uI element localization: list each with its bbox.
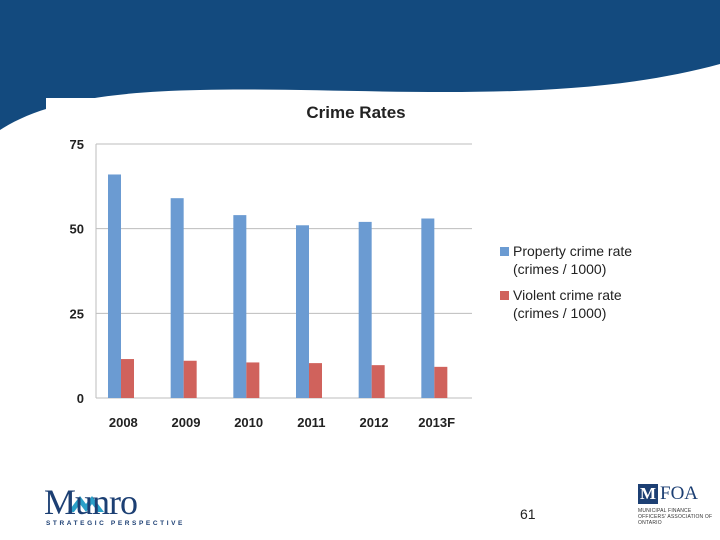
legend: Property crime rate (crimes / 1000) Violen… (500, 243, 632, 321)
bar-property-2013F (421, 218, 435, 398)
y-tick-label: 50 (70, 222, 84, 237)
legend-swatch-0 (500, 247, 509, 256)
y-tick-labels: 0 25 50 75 (70, 137, 84, 406)
header-band (0, 0, 720, 130)
y-tick-label: 75 (70, 137, 84, 152)
page-number: 61 (520, 506, 536, 522)
grid-lines (95, 143, 472, 399)
bar-property-2010 (233, 215, 247, 398)
bar-property-2011 (296, 225, 309, 398)
x-tick-label: 2010 (234, 415, 263, 430)
legend-label-0: Property crime rate (513, 243, 632, 259)
legend-swatch-1 (500, 291, 509, 300)
legend-label-1: (crimes / 1000) (513, 305, 606, 321)
x-tick-label: 2012 (360, 415, 389, 430)
y-tick-label: 0 (77, 391, 84, 406)
bar-violent-2008 (121, 359, 134, 398)
bar-violent-2011 (309, 363, 322, 398)
x-tick-label: 2009 (172, 415, 201, 430)
bar-violent-2009 (183, 360, 197, 398)
bar-violent-2010 (246, 362, 260, 398)
legend-label-0: (crimes / 1000) (513, 261, 606, 277)
bar-property-2009 (170, 198, 184, 398)
bar-property-2012 (358, 221, 372, 398)
bars (108, 174, 448, 398)
crime-rates-chart: Crime Rates 0 25 50 75 2008 2009 2010 2011 2012… (70, 103, 633, 430)
chart-title: Crime Rates (306, 103, 405, 122)
x-tick-label: 2008 (109, 415, 138, 430)
x-tick-label: 2013F (418, 415, 455, 430)
x-tick-label: 2011 (297, 415, 325, 430)
mfoa-logo-mark: M (638, 484, 658, 504)
mfoa-logo-text: FOA (660, 483, 699, 504)
chart-panel: Crime Rates 0 25 50 75 2008 2009 2010 2011 2012… (46, 98, 720, 440)
munro-mountain-icon (68, 496, 104, 512)
bar-violent-2012 (371, 365, 385, 398)
x-tick-labels: 2008 2009 2010 2011 2012 2013F (109, 415, 455, 430)
bar-property-2008 (108, 174, 121, 398)
y-tick-label: 25 (70, 306, 84, 321)
munro-tagline: STRATEGIC PERSPECTIVE (46, 520, 185, 527)
bar-violent-2013F (434, 366, 448, 398)
legend-label-1: Violent crime rate (513, 287, 622, 303)
mfoa-subtitle: MUNICIPAL FINANCE OFFICERS' ASSOCIATION … (638, 508, 713, 526)
munro-logo-text: Munro (44, 482, 138, 522)
